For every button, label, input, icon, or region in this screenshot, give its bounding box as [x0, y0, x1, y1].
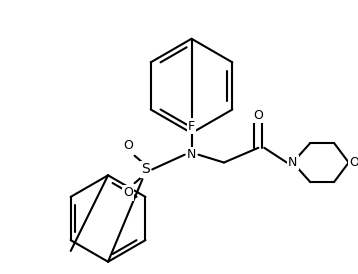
Text: O: O — [123, 139, 132, 152]
Text: O: O — [350, 156, 358, 169]
Text: S: S — [141, 162, 150, 176]
Text: N: N — [288, 156, 297, 169]
Text: O: O — [123, 187, 132, 199]
Text: O: O — [253, 109, 263, 122]
Text: N: N — [187, 148, 196, 161]
Text: F: F — [188, 120, 195, 133]
